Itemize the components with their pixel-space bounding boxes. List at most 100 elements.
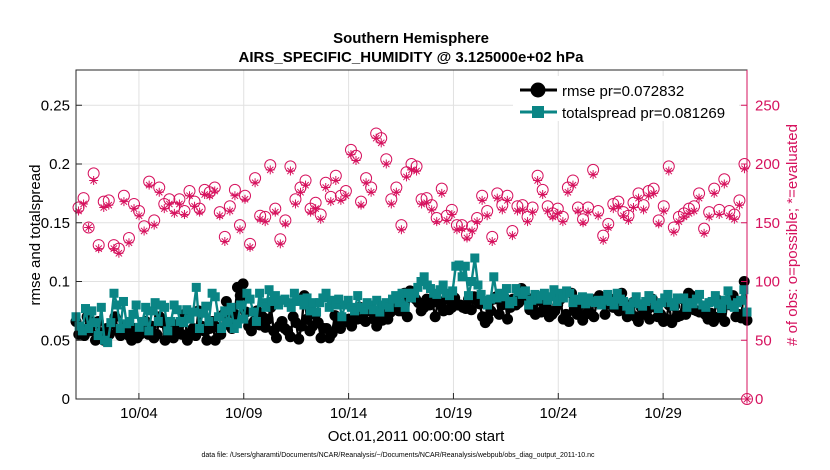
totalspread-point <box>147 306 157 316</box>
totalspread-point <box>707 296 717 306</box>
obs-evaluated-point <box>119 197 129 207</box>
chart-subtitle: AIRS_SPECIFIC_HUMIDITY @ 3.125000e+02 hP… <box>239 49 585 66</box>
obs-evaluated-point <box>628 202 638 212</box>
obs-evaluated-point <box>240 194 250 204</box>
obs-evaluated-point <box>74 206 84 216</box>
obs-evaluated-point <box>190 201 200 211</box>
totalspread-point <box>185 314 195 324</box>
totalspread-point <box>394 298 404 308</box>
totalspread-point <box>729 302 739 312</box>
obs-evaluated-point <box>89 175 99 185</box>
totalspread-point <box>593 295 603 305</box>
x-tick-label: 10/09 <box>225 405 263 422</box>
obs-evaluated-point <box>553 208 563 218</box>
obs-evaluated-point <box>694 193 704 203</box>
obs-evaluated-point <box>492 193 502 203</box>
obs-evaluated-point <box>664 166 674 176</box>
obs-evaluated-point <box>462 233 472 243</box>
totalspread-point <box>312 307 322 317</box>
rmse-point <box>502 313 514 325</box>
x-axis-label: Oct.01,2011 00:00:00 start <box>328 428 505 445</box>
legend-rmse-marker <box>530 82 546 98</box>
totalspread-point <box>467 277 477 286</box>
totalspread-point <box>137 316 147 326</box>
totalspread-point <box>283 298 293 308</box>
totalspread-point <box>663 289 673 299</box>
obs-evaluated-point <box>634 193 644 203</box>
totalspread-point <box>372 295 382 305</box>
obs-evaluated-point <box>396 225 406 235</box>
totalspread-point <box>714 299 724 309</box>
obs-evaluated-point <box>517 205 527 215</box>
rmse-point <box>151 328 163 340</box>
y-axis-label-right: # of obs: o=possible; *=evaluated <box>784 124 801 346</box>
obs-evaluated-point <box>326 197 336 207</box>
totalspread-point <box>80 304 90 314</box>
totalspread-point <box>416 277 426 286</box>
totalspread-point <box>403 288 413 298</box>
totalspread-point <box>103 338 113 348</box>
totalspread-point <box>444 291 454 301</box>
y-tick-label: 0 <box>62 391 70 408</box>
totalspread-point <box>482 300 492 310</box>
totalspread-point <box>210 292 220 302</box>
obs-evaluated-point <box>376 138 386 148</box>
totalspread-point <box>641 296 651 306</box>
obs-evaluated-point <box>497 205 507 215</box>
totalspread-point <box>470 253 480 263</box>
totalspread-point <box>169 300 179 310</box>
totalspread-point <box>258 298 268 308</box>
totalspread-point <box>577 292 587 302</box>
obs-evaluated-point <box>719 179 729 189</box>
obs-evaluated-point <box>644 191 654 201</box>
obs-evaluated-point <box>558 217 568 227</box>
obs-evaluated-point <box>472 217 482 227</box>
totalspread-point <box>153 316 163 326</box>
totalspread-point <box>331 300 341 310</box>
y-right-tick-label: 150 <box>755 215 780 232</box>
totalspread-point <box>229 324 239 333</box>
obs-evaluated-point <box>548 212 558 222</box>
totalspread-point <box>425 284 435 294</box>
rmse-point <box>270 332 282 344</box>
x-tick-label: 10/04 <box>120 405 158 422</box>
totalspread-point <box>448 286 458 296</box>
totalspread-point <box>318 293 328 303</box>
obs-evaluated-point <box>341 191 351 201</box>
totalspread-point <box>647 294 657 304</box>
totalspread-point <box>182 305 192 315</box>
y-right-tick-label: 100 <box>755 274 780 291</box>
obs-evaluated-point <box>507 231 517 241</box>
chart-title: Southern Hemisphere <box>333 30 489 47</box>
obs-evaluated-point <box>477 195 487 205</box>
obs-evaluated-point <box>568 180 578 190</box>
totalspread-point <box>296 294 306 304</box>
obs-evaluated-point <box>124 238 134 248</box>
obs-evaluated-point <box>280 219 290 229</box>
obs-evaluated-point <box>200 190 210 200</box>
totalspread-point <box>236 300 246 310</box>
totalspread-point <box>321 288 331 298</box>
totalspread-point <box>220 306 230 316</box>
totalspread-point <box>150 298 160 308</box>
obs-evaluated-point <box>739 164 749 174</box>
obs-evaluated-point <box>159 204 169 214</box>
x-tick-label: 10/19 <box>435 405 473 422</box>
obs-evaluated-point <box>265 165 275 175</box>
rmse-point <box>237 278 249 290</box>
obs-possible-point <box>82 221 95 234</box>
totalspread-point <box>609 300 619 310</box>
rmse-point <box>245 325 257 337</box>
y-axis-label: rmse and totalspread <box>27 165 44 306</box>
obs-evaluated-point <box>346 150 356 160</box>
obs-evaluated-point <box>174 199 184 209</box>
y-tick-label: 0.25 <box>41 97 70 114</box>
totalspread-point <box>261 302 271 312</box>
obs-evaluated-point <box>583 207 593 217</box>
obs-evaluated-point <box>613 201 623 211</box>
totalspread-point <box>365 300 375 310</box>
obs-evaluated-point <box>296 187 306 197</box>
obs-evaluated-point <box>482 211 492 221</box>
totalspread-point <box>492 293 502 303</box>
rmse-point <box>599 308 611 320</box>
